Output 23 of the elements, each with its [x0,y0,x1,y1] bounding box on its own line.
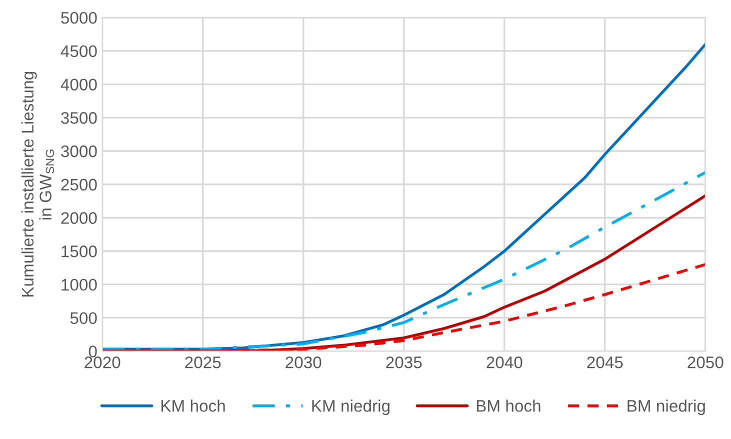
legend-label: BM niedrig [628,400,705,416]
x-tick-label: 2025 [185,356,221,368]
y-tick-label: 2000 [61,212,97,224]
y-axis-title: Kumulierte installierte Liestung in GW$_{SNG}$ [21,72,54,296]
y-tick-label: 0 [88,346,97,358]
x-tick-label: 2020 [84,356,120,368]
y-tick-label: 3000 [61,145,97,158]
x-tick-label: 2045 [587,356,623,368]
y-tick-label: 5000 [61,12,97,24]
legend-label: BM hoch [476,400,540,412]
y-tick-label: 3500 [61,112,97,124]
legend-label: KM hoch [161,400,225,412]
x-tick-label: 2050 [688,356,724,368]
y-tick-label: 4000 [60,78,97,90]
y-tick-label: 500 [70,312,97,324]
x-tick-label: 2035 [386,356,422,368]
y-tick-label: 1000 [62,278,97,291]
legend-label: KM niedrig [312,400,390,416]
y-tick-label: 2500 [61,178,97,191]
x-tick-label: 2030 [286,356,322,368]
y-tick-label: 1500 [62,246,97,258]
y-tick-label: 4500 [60,45,97,58]
x-tick-label: 2040 [486,356,522,368]
